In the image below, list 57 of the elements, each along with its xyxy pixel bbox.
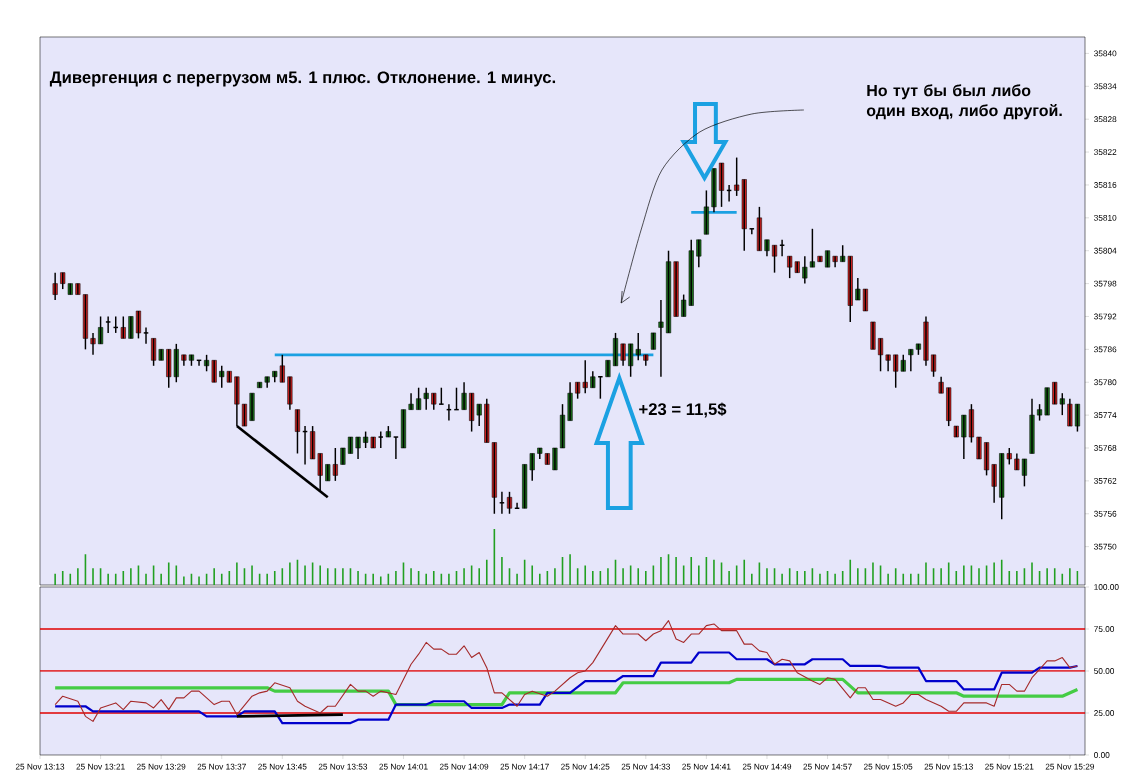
candlestick [976, 436, 982, 460]
candlestick [98, 315, 104, 345]
y-tick-label: 35834 [1094, 83, 1117, 90]
y-tick-label: 35774 [1094, 412, 1117, 419]
x-tick-label: 25 Nov 15:13 [924, 763, 973, 770]
y-tick-label: 0.00 [1094, 752, 1110, 758]
y-tick-label: 35822 [1094, 149, 1117, 155]
candlestick [355, 436, 361, 460]
x-tick-label: 25 Nov 14:33 [621, 763, 670, 770]
x-tick-label: 25 Nov 14:41 [682, 763, 731, 770]
y-tick-label: 35792 [1094, 313, 1117, 320]
y-tick-label: 35840 [1094, 50, 1117, 57]
y-tick-label: 35804 [1094, 247, 1117, 254]
annotation: Но тут бы был либо один вход, либо другой. [866, 84, 1062, 120]
y-tick-label: 35810 [1094, 214, 1117, 221]
y-tick-label: 35780 [1094, 379, 1117, 386]
x-tick-label: 25 Nov 13:29 [137, 763, 186, 770]
candlestick [90, 332, 96, 356]
y-tick-label: 35768 [1094, 445, 1117, 451]
x-tick-label: 25 Nov 15:21 [985, 763, 1034, 770]
y-tick-label: 35828 [1094, 116, 1117, 123]
y-tick-label: 50.00 [1094, 668, 1115, 674]
y-tick-label: 25.00 [1094, 710, 1115, 716]
y-tick-label: 35750 [1094, 543, 1117, 550]
x-tick-label: 25 Nov 14:09 [439, 763, 489, 770]
candlestick [120, 315, 126, 340]
y-tick-label: 75.00 [1094, 626, 1115, 632]
y-tick-label: 35756 [1094, 510, 1117, 517]
y-tick-label: 35798 [1094, 280, 1117, 287]
y-tick-label: 35816 [1094, 182, 1117, 188]
x-tick-label: 25 Nov 15:29 [1045, 763, 1095, 770]
y-tick-label: 100.00 [1094, 584, 1119, 590]
candlestick [552, 447, 558, 471]
x-tick-label: 25 Nov 14:01 [379, 763, 428, 770]
candlestick [885, 354, 891, 373]
candlestick [658, 299, 664, 378]
x-tick-label: 25 Nov 14:17 [500, 763, 549, 770]
annotation: +23 = 11,5$ [639, 402, 727, 418]
x-tick-label: 25 Nov 13:45 [258, 763, 307, 770]
candlestick [1014, 452, 1020, 471]
candlestick [643, 354, 649, 367]
candlestick [756, 206, 762, 252]
y-tick-label: 35762 [1094, 477, 1117, 484]
x-tick-label: 25 Nov 14:25 [561, 763, 610, 770]
x-tick-label: 25 Nov 13:53 [318, 763, 368, 770]
y-tick-label: 35786 [1094, 346, 1117, 353]
candlestick [946, 386, 952, 427]
x-tick-label: 25 Nov 15:05 [863, 763, 913, 770]
candlestick [241, 403, 247, 427]
x-tick-label: 25 Nov 13:21 [76, 763, 125, 770]
x-tick-label: 25 Nov 13:37 [197, 763, 246, 770]
candlestick [703, 189, 709, 236]
text: Дивергенция с перегрузом м5. 1 плюс. Отклонение. 1 минус. [49, 71, 556, 87]
x-tick-label: 25 Nov 14:57 [803, 763, 852, 770]
x-tick-label: 25 Nov 13:13 [15, 763, 65, 770]
candlestick [181, 354, 187, 367]
x-tick-label: 25 Nov 14:49 [742, 763, 792, 770]
